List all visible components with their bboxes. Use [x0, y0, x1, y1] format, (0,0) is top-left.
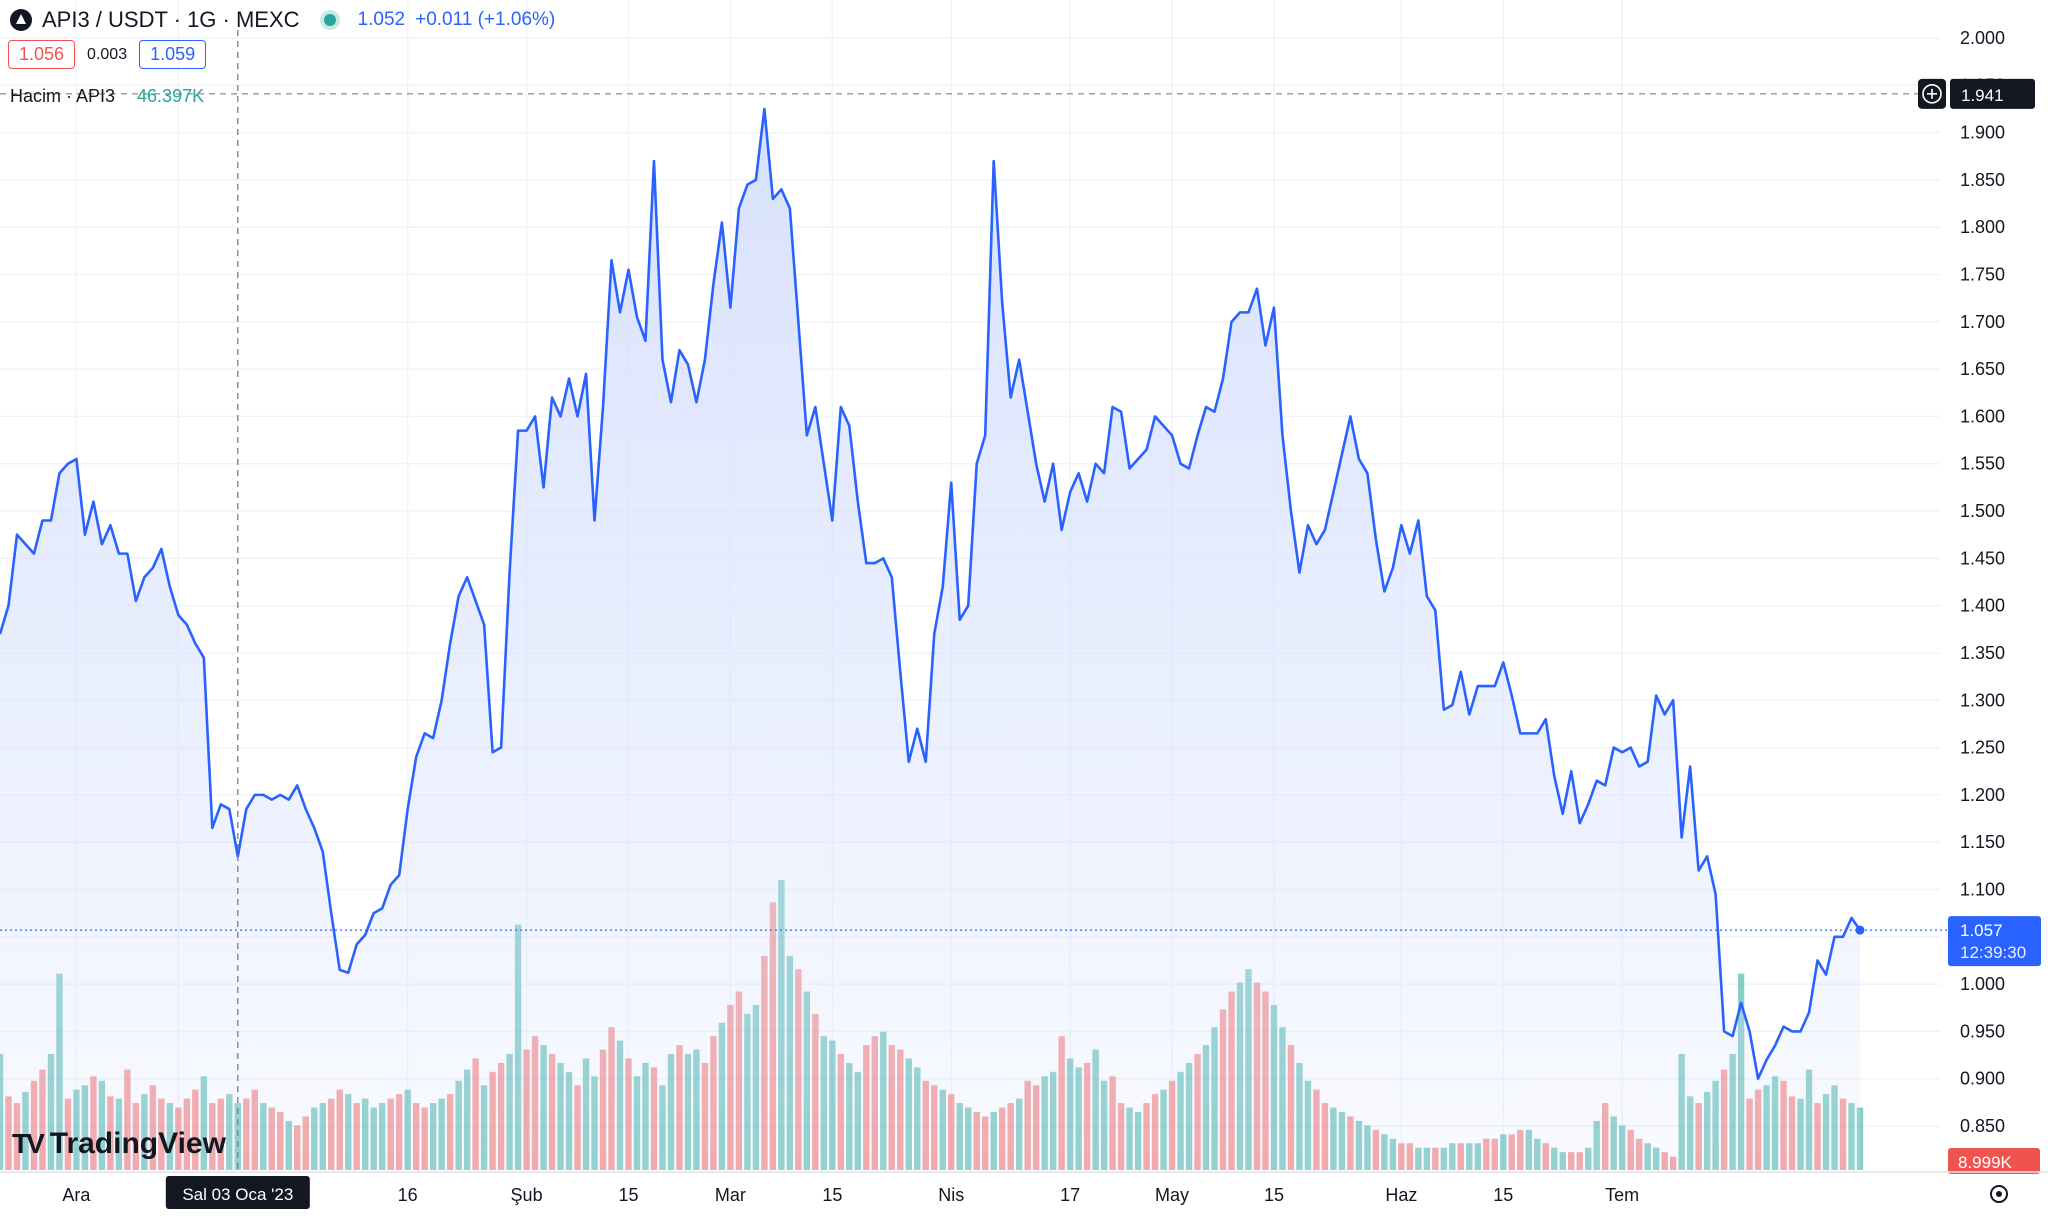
spread-value: 0.003: [87, 45, 128, 63]
y-axis-tick-label: 1.200: [1960, 785, 2005, 805]
bar-countdown-label: 12:39:30: [1960, 943, 2026, 962]
x-axis-tick-label: Nis: [938, 1185, 964, 1205]
y-axis-tick-label: 1.850: [1960, 170, 2005, 190]
sell-price-button[interactable]: 1.056: [8, 40, 76, 69]
x-axis-tick-label: Tem: [1605, 1185, 1639, 1205]
x-axis-tick-label: 15: [822, 1185, 842, 1205]
crosshair-price-badge: [1950, 78, 2035, 109]
crosshair-price-label: 1.941: [1961, 86, 2004, 105]
x-axis-tick-label: 15: [1493, 1185, 1513, 1205]
tradingview-logo[interactable]: TV TradingView: [12, 1127, 226, 1161]
buy-price-button[interactable]: 1.059: [139, 40, 207, 69]
y-axis-tick-label: 2.000: [1960, 28, 2005, 48]
y-axis-tick-label: 1.900: [1960, 123, 2005, 143]
volume-legend-value: 46.397K: [137, 86, 205, 106]
header-price: 1.052: [357, 9, 406, 30]
y-axis-tick-label: 0.900: [1960, 1069, 2005, 1089]
x-axis-tick-label: May: [1155, 1185, 1189, 1205]
last-price-label: 1.057: [1960, 921, 2003, 940]
volume-legend[interactable]: Hacim · API3 46.397K: [10, 86, 204, 107]
x-axis-tick-label: Şub: [511, 1185, 543, 1205]
y-axis-tick-label: 1.750: [1960, 265, 2005, 285]
last-price-badge: [1948, 916, 2041, 967]
y-axis-tick-label: 1.600: [1960, 406, 2005, 426]
x-axis-tick-label: 15: [618, 1185, 638, 1205]
y-axis-tick-label: 1.700: [1960, 312, 2005, 332]
y-axis-tick-label: 1.000: [1960, 974, 2005, 994]
tradingview-logo-icon: TV: [12, 1128, 45, 1159]
y-axis-tick-label: 1.650: [1960, 359, 2005, 379]
y-axis-tick-label: 1.350: [1960, 643, 2005, 663]
y-axis-tick-label: 1.300: [1960, 690, 2005, 710]
quote-row: 1.056 0.003 1.059: [8, 40, 207, 69]
y-axis-tick-label: 0.850: [1960, 1116, 2005, 1136]
volume-legend-label: Hacim · API3: [10, 86, 116, 106]
y-axis-tick-label: 1.400: [1960, 596, 2005, 616]
y-axis-tick-label: 1.500: [1960, 501, 2005, 521]
price-line[interactable]: [0, 107, 1862, 1080]
y-axis-tick-label: 1.100: [1960, 879, 2005, 899]
symbol-header: API3 / USDT · 1G · MEXC 1.052 +0.011 (+1…: [10, 4, 555, 36]
x-axis-tick-label: Haz: [1385, 1185, 1417, 1205]
y-axis-tick-label: 1.150: [1960, 832, 2005, 852]
settings-gear-icon[interactable]: [1990, 1185, 2008, 1203]
settings-gear-center: [1996, 1191, 2002, 1197]
tradingview-logo-text: TradingView: [49, 1127, 226, 1160]
x-axis-tick-label: 15: [1264, 1185, 1284, 1205]
x-axis-tick-label: 17: [1060, 1185, 1080, 1205]
x-axis-tick-label: Ara: [62, 1185, 91, 1205]
x-axis-tick-label: Mar: [715, 1185, 746, 1205]
x-axis-tick-label: 16: [398, 1185, 418, 1205]
crosshair-date-badge: [165, 1176, 310, 1209]
price-area-fill: [0, 108, 1860, 1171]
crosshair-date-label: Sal 03 Oca '23: [182, 1185, 293, 1204]
last-price-dot: [1855, 925, 1865, 935]
volume-badge-label: 8.999K: [1958, 1153, 2013, 1172]
plus-icon[interactable]: [1922, 84, 1942, 104]
y-axis-tick-label: 0.950: [1960, 1021, 2005, 1041]
y-axis-tick-label: 1.800: [1960, 217, 2005, 237]
market-open-status-icon[interactable]: [323, 14, 336, 26]
symbol-title[interactable]: API3 / USDT · 1G · MEXC: [42, 7, 300, 32]
y-axis-tick-label: 1.550: [1960, 454, 2005, 474]
api3-logo-icon: [10, 9, 32, 31]
header-change: +0.011 (+1.06%): [415, 9, 556, 30]
y-axis-tick-label: 1.250: [1960, 738, 2005, 758]
volume-badge: [1948, 1148, 2040, 1174]
y-axis-tick-label: 1.450: [1960, 548, 2005, 568]
